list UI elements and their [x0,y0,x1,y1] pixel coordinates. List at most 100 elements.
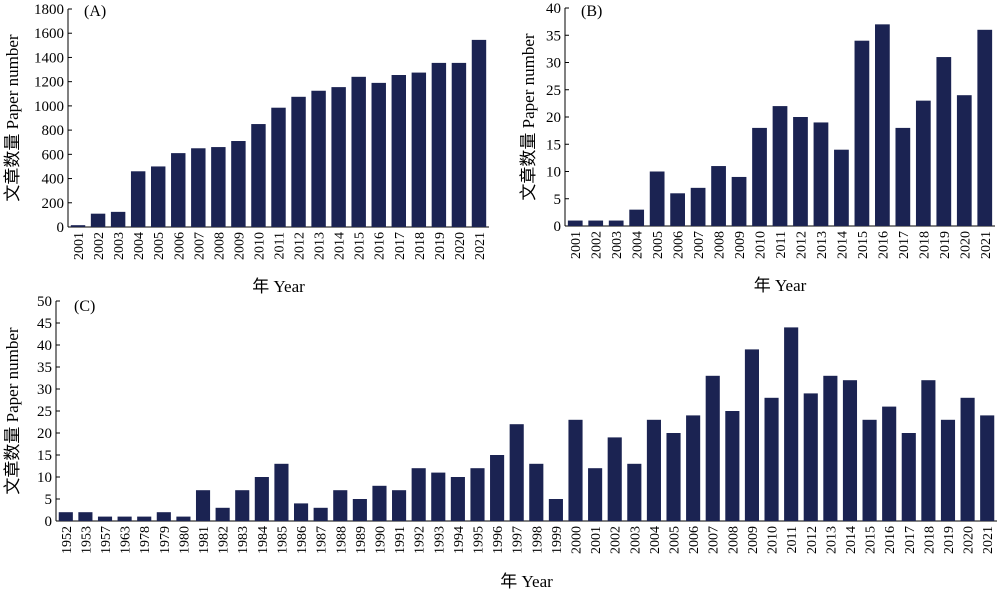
panel-label: (C) [74,298,95,315]
bar-1991 [392,490,407,521]
bar-2012 [803,393,818,521]
y-tick-label: 800 [42,123,65,139]
bar-1982 [215,507,230,521]
y-axis-title: 文章数量 Paper number [3,34,22,201]
x-tick-label: 2018 [922,526,937,554]
y-tick-label: 25 [37,404,52,420]
x-axis-title: 年 Year [754,276,807,295]
bar-2003 [608,220,624,226]
bar-1990 [372,485,387,521]
panel-label: (A) [84,3,106,20]
x-tick-label: 2015 [856,231,871,259]
bar-2002 [588,220,604,226]
bar-2015 [854,40,870,227]
y-tick-label: 600 [42,147,65,163]
bar-2014 [331,87,346,227]
bar-1984 [254,477,269,521]
x-tick-label: 2020 [958,231,973,259]
bar-1996 [490,455,505,521]
x-tick-label: 2010 [754,231,769,259]
y-tick-label: 35 [546,28,561,44]
x-tick-label: 2015 [864,526,879,554]
x-tick-label: 2010 [766,526,781,554]
y-tick-label: 1800 [34,2,64,18]
y-tick-label: 1200 [34,75,64,91]
x-tick-label: 1998 [530,526,545,554]
x-tick-label: 2007 [707,526,722,554]
bar-1995 [470,468,485,521]
bar-2002 [90,213,106,227]
y-tick-label: 5 [45,492,53,508]
bar-2008 [711,166,726,226]
x-tick-label: 2014 [844,526,859,554]
bar-2015 [351,76,366,227]
x-tick-label: 1978 [138,526,153,554]
y-axis-title: 文章数量 Paper number [519,33,538,200]
y-tick-label: 30 [546,56,561,72]
y-tick-label: 25 [546,83,561,99]
x-tick-label: 1963 [119,526,134,554]
x-tick-label: 2012 [805,526,820,554]
x-tick-label: 2021 [473,232,488,260]
x-tick-label: 1986 [295,526,310,554]
y-tick-label: 1400 [34,50,64,66]
x-tick-label: 1988 [334,526,349,554]
x-tick-label: 1989 [354,526,369,554]
bar-2001 [588,468,603,521]
x-tick-label: 2006 [687,526,702,554]
bar-1981 [195,490,211,521]
x-tick-label: 2012 [794,231,809,259]
bar-2010 [251,124,266,227]
y-tick-label: 30 [37,382,52,398]
x-tick-label: 1994 [452,526,467,554]
x-tick-label: 2011 [273,232,288,259]
y-tick-label: 20 [37,426,52,442]
x-tick-label: 1953 [79,526,94,554]
x-tick-label: 2001 [589,526,604,554]
x-tick-label: 1957 [99,526,114,554]
x-tick-label: 1985 [275,526,290,554]
bar-2007 [690,187,706,226]
x-tick-label: 1992 [413,526,428,554]
x-tick-label: 2019 [938,231,953,259]
y-tick-label: 0 [45,514,53,530]
bar-2018 [921,380,936,521]
bar-2019 [431,62,447,228]
x-tick-label: 2005 [152,232,167,260]
x-tick-label: 2017 [393,232,408,260]
bar-2013 [311,90,326,227]
x-tick-label: 2015 [353,232,368,260]
bar-2007 [705,375,720,521]
bar-2012 [793,117,808,226]
x-tick-label: 2016 [373,232,388,260]
x-tick-label: 2001 [569,231,584,259]
y-tick-label: 200 [42,196,65,212]
x-tick-label: 2018 [413,232,428,260]
bar-2010 [752,127,767,226]
x-tick-label: 2014 [333,232,348,260]
x-tick-label: 1979 [158,526,173,554]
bar-2006 [686,415,701,521]
x-tick-label: 2004 [648,526,663,554]
y-tick-label: 35 [37,360,52,376]
bar-1980 [176,516,191,521]
bar-2017 [901,433,916,521]
y-tick-label: 400 [42,172,65,188]
bar-2014 [834,149,849,226]
bar-2016 [882,406,897,521]
chart-panel-b: 0 5 10 15 20 25 30 35 40 2001 2002 2003 2004 2005 2006… [519,1,995,295]
x-tick-label: 1997 [511,526,526,554]
x-tick-label: 2012 [293,232,308,260]
x-tick-label: 2010 [252,232,267,260]
bar-2012 [291,96,306,227]
bar-2018 [411,72,427,227]
bar-2005 [150,166,166,227]
x-tick-label: 2008 [713,231,728,259]
x-tick-label: 2006 [172,232,187,260]
x-tick-label: 2016 [876,231,891,259]
bar-1979 [156,512,171,521]
x-tick-label: 2004 [132,232,147,260]
bar-2003 [110,211,126,227]
x-tick-label: 1980 [177,526,192,554]
